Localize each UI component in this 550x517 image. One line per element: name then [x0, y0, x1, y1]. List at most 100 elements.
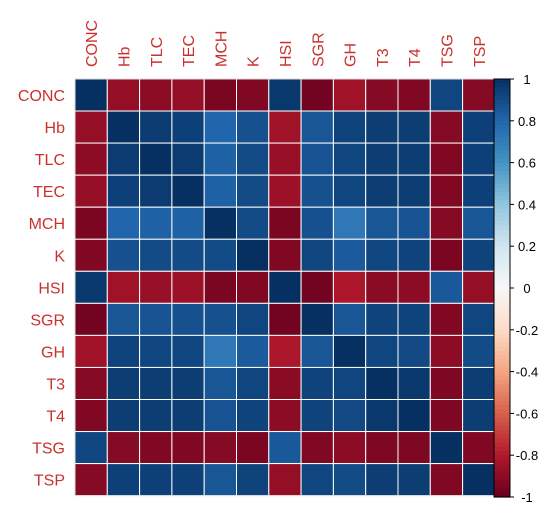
cell-conc-tlc: [139, 78, 173, 112]
cell-sgr-hsi: [268, 302, 302, 336]
colorbar-segment: [494, 354, 510, 360]
cell-tsg-tsp: [462, 431, 496, 465]
cell-tsp-sgr: [300, 463, 334, 497]
colorbar-segment: [494, 359, 510, 364]
cell-hb-hb: [106, 110, 141, 144]
cell-tsg-hsi: [268, 431, 302, 465]
col-label-conc: CONC: [84, 20, 101, 67]
col-label-tec: TEC: [181, 35, 198, 67]
cell-t3-gh: [332, 366, 367, 401]
colorbar-segment: [494, 304, 510, 310]
cell-mch-conc: [74, 206, 108, 240]
colorbar-segment: [494, 400, 510, 406]
cell-t4-hb: [106, 399, 141, 433]
colorbar-segment: [494, 292, 510, 297]
col-label-sgr: SGR: [310, 32, 327, 67]
colorbar-segment: [494, 229, 510, 235]
cell-hb-gh: [332, 110, 367, 144]
colorbar-segment: [494, 459, 510, 465]
cell-tec-hb: [106, 174, 141, 208]
cell-gh-tec: [171, 334, 205, 368]
cell-mch-t4: [397, 206, 431, 240]
col-label-k: K: [246, 56, 263, 67]
colorbar-segment: [494, 338, 510, 343]
cell-k-gh: [332, 238, 367, 272]
cell-hsi-t4: [397, 270, 431, 304]
cell-mch-hb: [106, 206, 141, 240]
colorbar-tick-label: 1: [523, 72, 530, 87]
cell-tlc-k: [236, 142, 270, 176]
cell-mch-sgr: [300, 206, 334, 240]
colorbar-segment: [494, 246, 510, 251]
cell-conc-tsp: [462, 78, 496, 112]
colorbar-tick-label: -0.4: [516, 365, 538, 380]
colorbar-segment: [494, 95, 510, 101]
col-label-tlc: TLC: [149, 37, 166, 67]
colorbar-segment: [494, 488, 510, 494]
cell-k-t4: [397, 238, 431, 272]
cell-tec-sgr: [300, 174, 334, 208]
colorbar-segment: [494, 200, 510, 205]
colorbar-segment: [494, 150, 510, 155]
colorbar-segment: [494, 242, 510, 247]
cell-k-sgr: [300, 238, 334, 272]
colorbar-segment: [494, 250, 510, 256]
cell-tsp-conc: [74, 463, 108, 497]
colorbar-segment: [494, 329, 510, 335]
colorbar-segment: [494, 212, 510, 218]
row-label-conc: CONC: [18, 88, 65, 105]
cell-tlc-conc: [74, 142, 108, 176]
col-label-t3: T3: [375, 48, 392, 67]
colorbar-segment: [494, 208, 510, 214]
cell-tsp-tsg: [429, 463, 464, 497]
colorbar-segment: [494, 267, 510, 272]
cell-t4-hsi: [268, 399, 302, 433]
colorbar-segment: [494, 87, 510, 93]
cell-tlc-t3: [365, 142, 399, 176]
colorbar-segment: [494, 187, 510, 193]
cell-gh-tsp: [462, 334, 496, 368]
cell-hsi-tsp: [462, 270, 496, 304]
cell-tec-hsi: [268, 174, 302, 208]
cell-t3-sgr: [300, 366, 334, 401]
cell-k-tlc: [139, 238, 173, 272]
colorbar-segment: [494, 371, 510, 377]
row-label-sgr: SGR: [30, 312, 65, 329]
colorbar-segment: [494, 350, 510, 356]
colorbar-segment: [494, 396, 510, 402]
cell-tlc-hb: [106, 142, 141, 176]
colorbar-segment: [494, 425, 510, 431]
colorbar-segment: [494, 133, 510, 139]
cell-tsp-k: [236, 463, 270, 497]
cell-tsp-tsp: [462, 463, 496, 497]
cell-mch-tlc: [139, 206, 173, 240]
cell-hsi-gh: [332, 270, 367, 304]
colorbar-segment: [494, 346, 510, 352]
colorbar-tick-label: -0.2: [516, 323, 538, 338]
colorbar-tick-label: -0.8: [516, 448, 538, 463]
cell-mch-t3: [365, 206, 399, 240]
cell-tlc-tlc: [139, 142, 173, 176]
colorbar-segment: [494, 363, 510, 369]
cell-gh-tlc: [139, 334, 173, 368]
cell-mch-k: [236, 206, 270, 240]
colorbar-segment: [494, 308, 510, 314]
cell-tsp-tec: [171, 463, 205, 497]
cell-tlc-t4: [397, 142, 431, 176]
cell-sgr-conc: [74, 302, 108, 336]
cell-t3-k: [236, 366, 270, 401]
cell-k-hsi: [268, 238, 302, 272]
cell-hb-k: [236, 110, 270, 144]
cell-tlc-sgr: [300, 142, 334, 176]
colorbar-tick-label: 0.4: [518, 197, 536, 212]
cell-t4-mch: [203, 399, 237, 433]
colorbar-segment: [494, 417, 510, 423]
cell-gh-t4: [397, 334, 431, 368]
colorbar-segment: [494, 112, 510, 118]
cell-conc-mch: [203, 78, 237, 112]
colorbar-segment: [494, 158, 510, 164]
cell-conc-k: [236, 78, 270, 112]
cell-gh-t3: [365, 334, 399, 368]
cell-tsg-conc: [74, 431, 108, 465]
cell-tsp-hsi: [268, 463, 302, 497]
